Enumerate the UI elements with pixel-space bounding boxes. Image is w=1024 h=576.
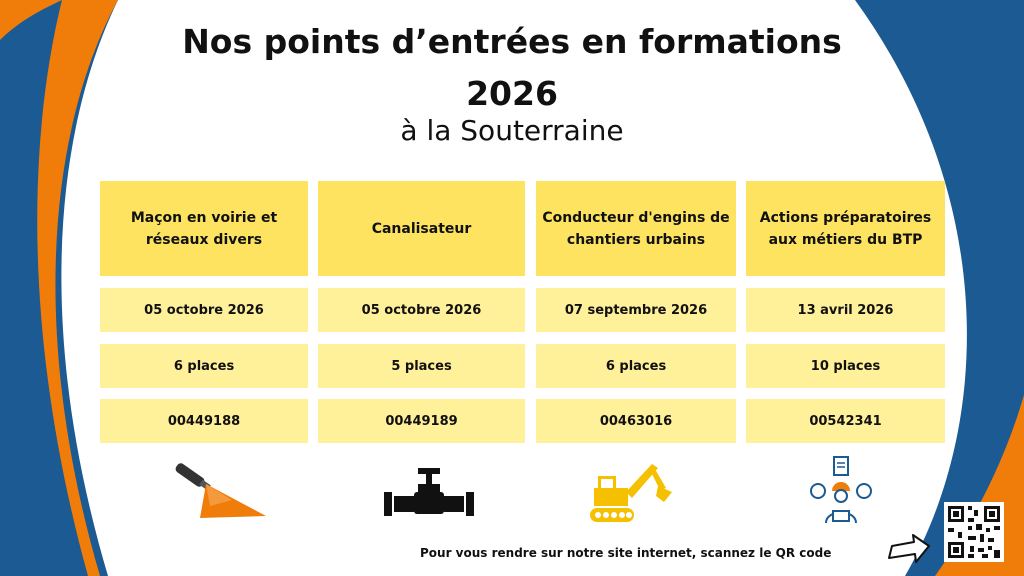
pipe-valve-icon xyxy=(384,468,474,516)
page-title-line2: 2026 xyxy=(466,74,558,113)
page-subtitle: à la Souterraine xyxy=(400,114,624,147)
formation-header: Canalisateur xyxy=(318,181,525,276)
formation-code: 00449188 xyxy=(100,399,308,443)
arrow-right-icon xyxy=(888,534,930,563)
formation-places: 10 places xyxy=(746,344,945,388)
formation-places: 6 places xyxy=(100,344,308,388)
formation-code: 00542341 xyxy=(746,399,945,443)
formation-date: 05 octobre 2026 xyxy=(318,288,525,332)
formation-header: Actions préparatoires aux métiers du BTP xyxy=(746,181,945,276)
formation-places: 5 places xyxy=(318,344,525,388)
formation-header: Maçon en voirie et réseaux divers xyxy=(100,181,308,276)
formation-code: 00463016 xyxy=(536,399,736,443)
formation-places: 6 places xyxy=(536,344,736,388)
excavator-icon xyxy=(590,464,672,522)
formation-date: 13 avril 2026 xyxy=(746,288,945,332)
footer-text: Pour vous rendre sur notre site internet… xyxy=(420,546,832,560)
qr-code-icon[interactable] xyxy=(944,502,1004,562)
page-title-line1: Nos points d’entrées en formations xyxy=(182,22,842,61)
formation-date: 05 octobre 2026 xyxy=(100,288,308,332)
formation-date: 07 septembre 2026 xyxy=(536,288,736,332)
trowel-icon xyxy=(175,463,266,518)
formation-header: Conducteur d'engins de chantiers urbains xyxy=(536,181,736,276)
formation-code: 00449189 xyxy=(318,399,525,443)
worker-laptop-icon xyxy=(810,456,872,524)
